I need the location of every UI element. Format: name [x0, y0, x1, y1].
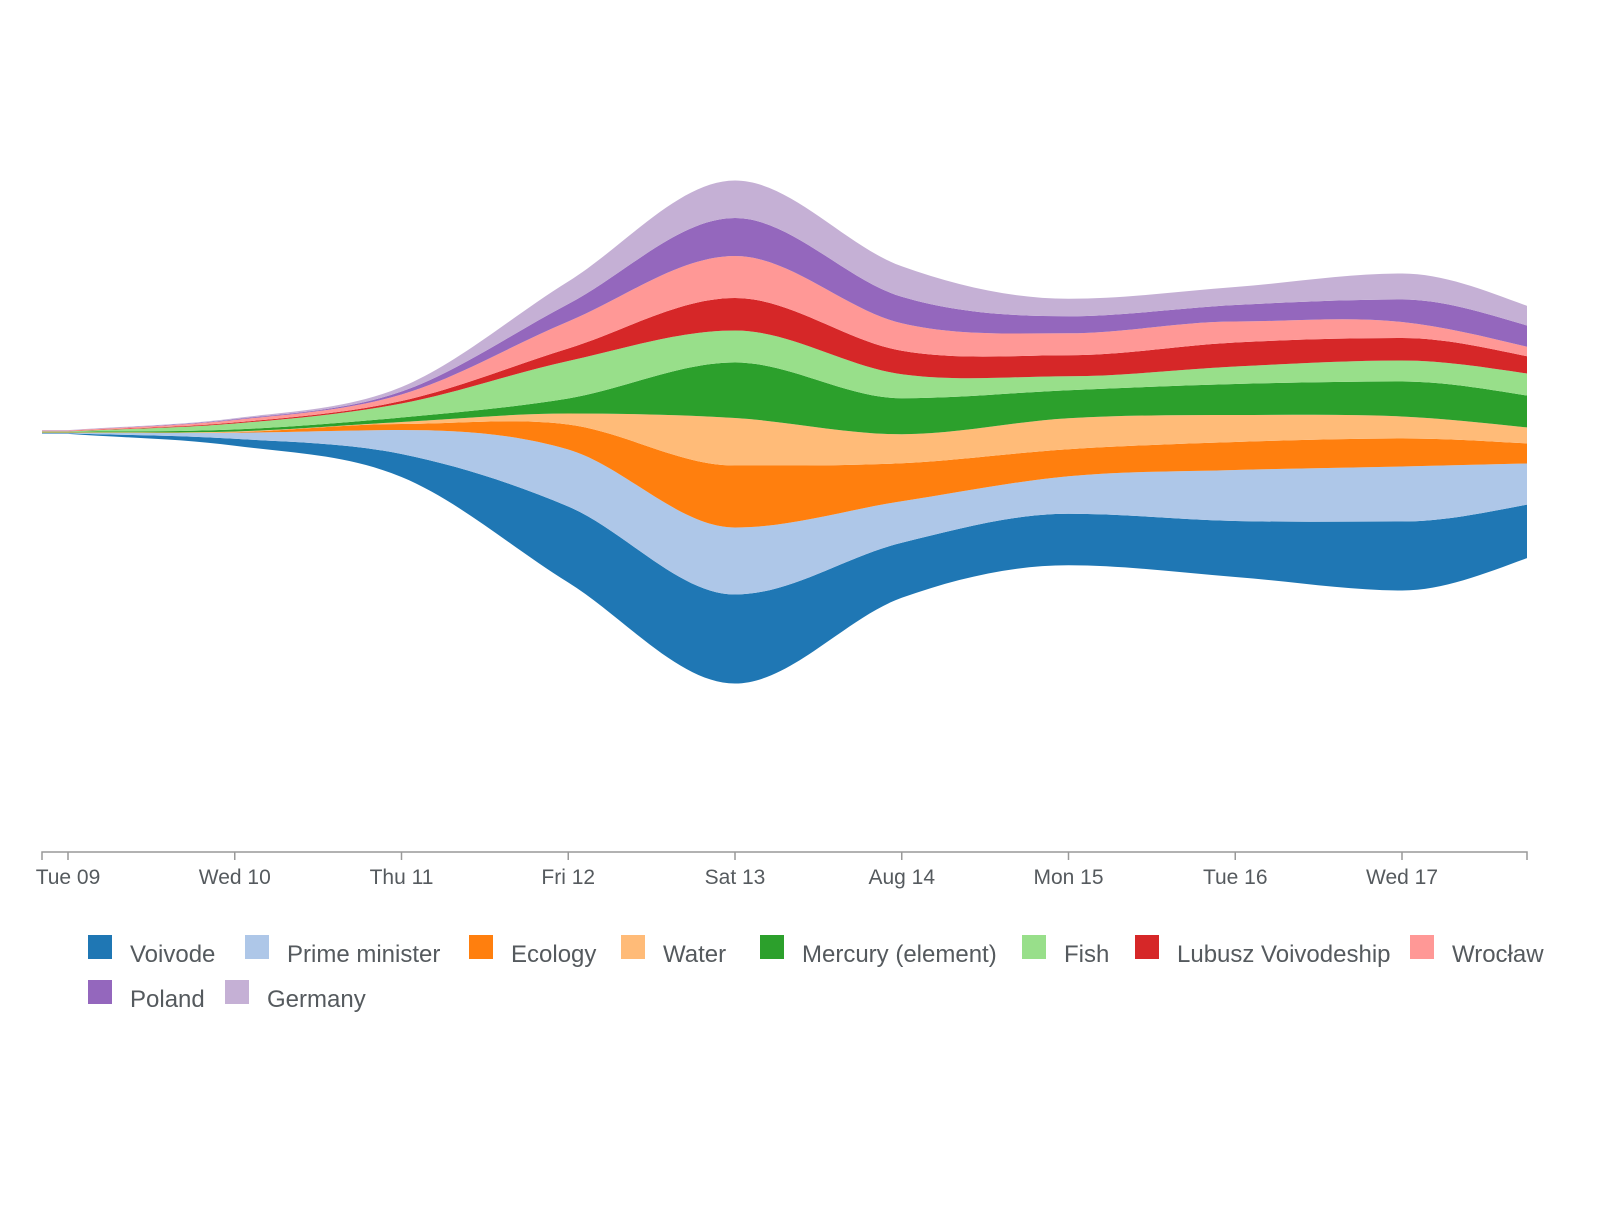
legend-swatch [469, 935, 493, 959]
x-axis-line [41, 851, 1528, 860]
stream-layers [42, 180, 1569, 684]
x-tick-label: Wed 17 [1366, 866, 1438, 889]
legend-label: Wrocław [1452, 941, 1544, 968]
legend-item[interactable]: Ecology [469, 935, 596, 968]
stream-layer-poland[interactable] [42, 218, 1569, 431]
x-tick-label: Wed 10 [199, 866, 271, 889]
legend-swatch [225, 980, 249, 1004]
stream-layer-prime-minister[interactable] [42, 430, 1569, 595]
legend-item[interactable]: Mercury (element) [760, 935, 997, 968]
legend-label: Poland [130, 986, 205, 1013]
legend-item[interactable]: Water [621, 935, 726, 968]
x-tick-label: Aug 14 [868, 866, 935, 889]
stream-layer-germany[interactable] [42, 180, 1569, 431]
legend-swatch [88, 980, 112, 1004]
legend-label: Voivode [130, 941, 215, 968]
stream-layer-fish[interactable] [42, 330, 1569, 432]
legend-swatch [621, 935, 645, 959]
legend-label: Germany [267, 986, 366, 1013]
x-tick-label: Fri 12 [541, 866, 595, 889]
legend-item[interactable]: Prime minister [245, 935, 440, 968]
stream-layer-water[interactable] [42, 413, 1569, 466]
x-axis: Tue 09 Wed 10 Thu 11 Fri 12 Sat 13 Aug 14 Mon … [36, 851, 1528, 889]
legend-swatch [1135, 935, 1159, 959]
x-tick-label: Thu 11 [370, 866, 434, 889]
legend-swatch [1410, 935, 1434, 959]
legend-item[interactable]: Poland [88, 980, 205, 1013]
legend-swatch [88, 935, 112, 959]
x-tick-label: Sat 13 [705, 866, 766, 889]
legend-label: Water [663, 941, 726, 968]
stream-layer-voivode[interactable] [42, 433, 1569, 684]
legend-item[interactable]: Wrocław [1410, 935, 1544, 968]
x-tick-label: Tue 16 [1203, 866, 1268, 889]
legend-label: Mercury (element) [802, 941, 997, 968]
legend-item[interactable]: Voivode [88, 935, 215, 968]
x-tick-label: Mon 15 [1033, 866, 1103, 889]
legend-swatch [760, 935, 784, 959]
stream-layer-ecology[interactable] [42, 421, 1569, 528]
legend-swatch [1022, 935, 1046, 959]
x-tick-label: Tue 09 [36, 866, 101, 889]
legend-item[interactable]: Fish [1022, 935, 1109, 968]
legend-swatch [245, 935, 269, 959]
legend-item[interactable]: Germany [225, 980, 366, 1013]
legend-label: Ecology [511, 941, 596, 968]
stream-layer-wroc-aw[interactable] [42, 256, 1569, 432]
legend-label: Fish [1064, 941, 1109, 968]
legend-label: Prime minister [287, 941, 440, 968]
stream-layer-mercury-element[interactable] [42, 362, 1569, 435]
legend: Voivode Prime minister Ecology Water Mercury… [88, 935, 1544, 1013]
stream-layer-lubusz-voivodeship[interactable] [42, 298, 1569, 432]
legend-label: Lubusz Voivodeship [1177, 941, 1391, 968]
legend-item[interactable]: Lubusz Voivodeship [1135, 935, 1391, 968]
